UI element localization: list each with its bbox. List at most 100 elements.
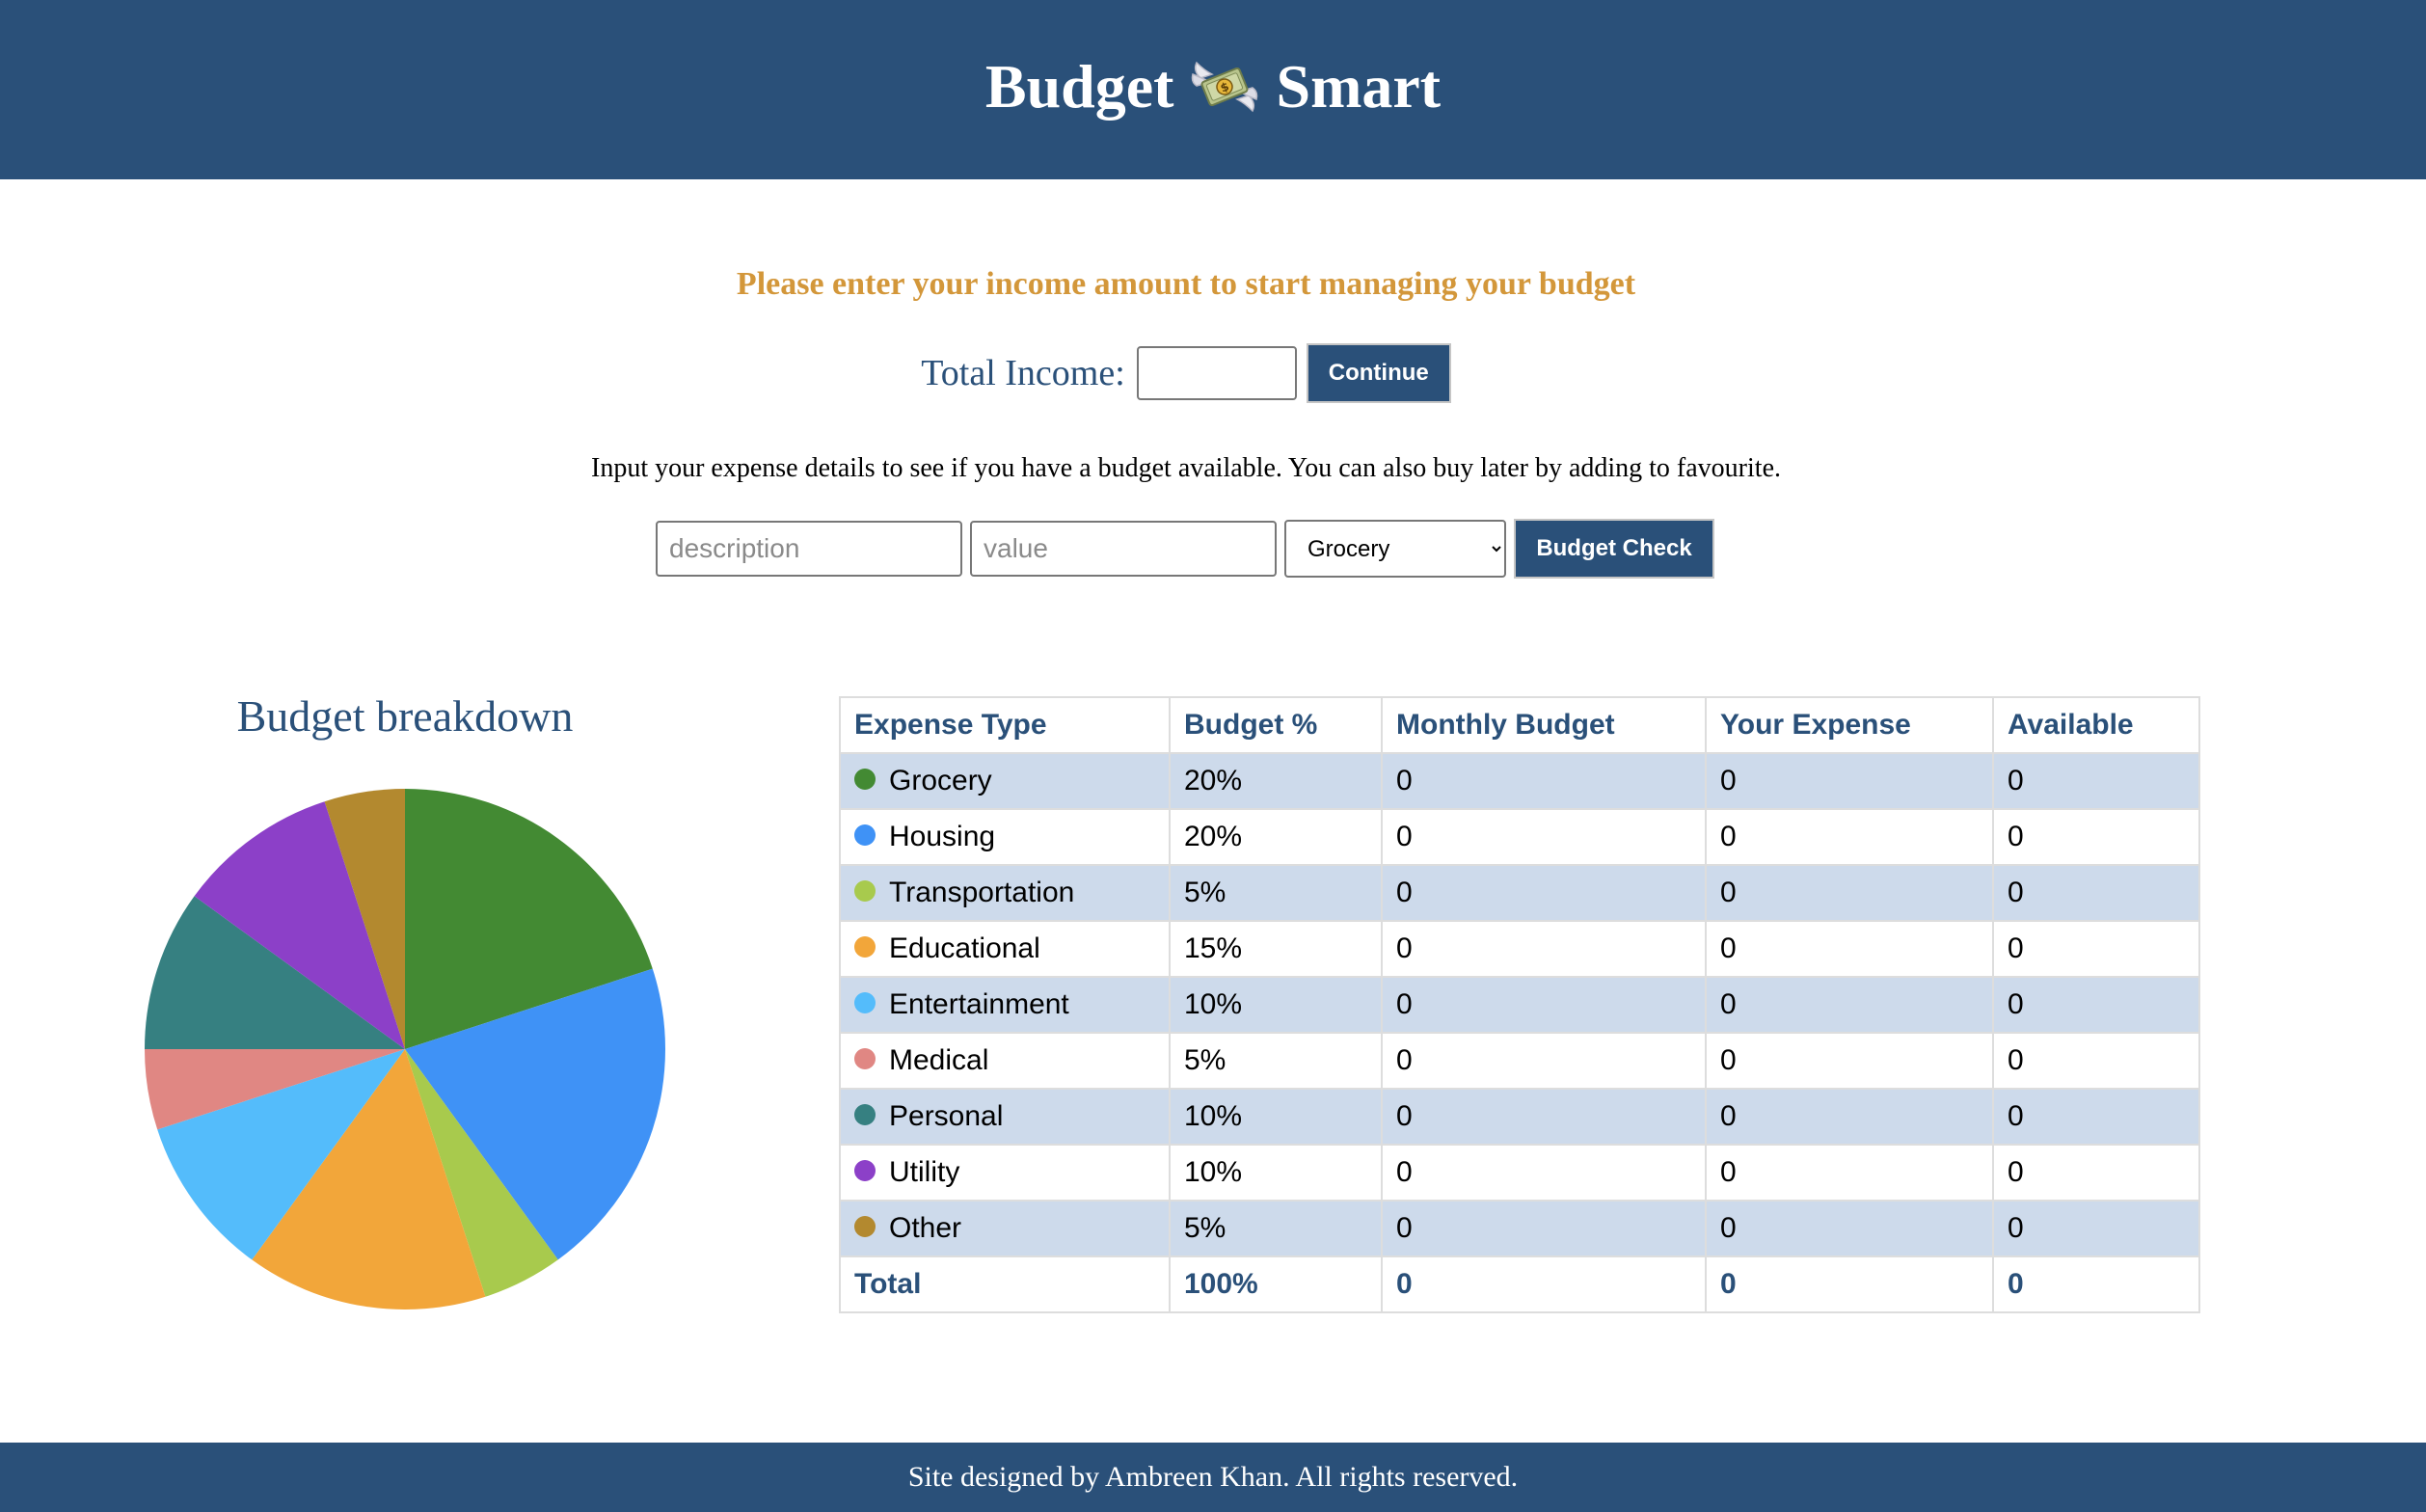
income-input[interactable]	[1136, 346, 1297, 400]
expense-instructions: Input your expense details to see if you…	[591, 453, 1781, 483]
monthly-budget-cell: 0	[1381, 920, 1707, 978]
budget-percent-cell: 15%	[1169, 920, 1383, 978]
category-dot-icon	[854, 936, 876, 958]
table-row: Medical 5% 0 0 0	[839, 1032, 2200, 1090]
table-row: Housing 20% 0 0 0	[839, 808, 2200, 866]
value-input[interactable]	[970, 521, 1277, 577]
income-form: Total Income: Continue	[0, 343, 2372, 403]
expense-type-label: Grocery	[889, 765, 992, 796]
header-available: Available	[1992, 696, 2200, 754]
available-cell: 0	[1992, 920, 2200, 978]
category-dot-icon	[854, 1104, 876, 1126]
your-expense-cell: 0	[1705, 920, 1994, 978]
category-dot-icon	[854, 992, 876, 1014]
monthly-budget-cell: 0	[1381, 1144, 1707, 1202]
expense-type-label: Personal	[889, 1100, 1004, 1132]
category-select[interactable]: Grocery	[1284, 520, 1506, 578]
pie-slice-other	[324, 789, 405, 1049]
pie-slice-utility	[194, 801, 405, 1049]
available-cell: 0	[1992, 864, 2200, 922]
site-footer: Site designed by Ambreen Khan. All right…	[0, 1443, 2426, 1512]
header-your-expense: Your Expense	[1705, 696, 1994, 754]
your-expense-cell: 0	[1705, 752, 1994, 810]
total-expense-cell: 0	[1705, 1256, 1994, 1313]
your-expense-cell: 0	[1705, 976, 1994, 1034]
chart-title: Budget breakdown	[236, 691, 574, 741]
budget-percent-cell: 5%	[1169, 864, 1383, 922]
expense-type-cell: Medical	[839, 1032, 1171, 1090]
table-row: Grocery 20% 0 0 0	[839, 752, 2200, 810]
expense-type-label: Transportation	[889, 877, 1075, 908]
description-input[interactable]	[656, 521, 962, 577]
continue-button[interactable]: Continue	[1306, 343, 1451, 403]
table-row: Entertainment 10% 0 0 0	[839, 976, 2200, 1034]
expense-type-label: Other	[889, 1212, 962, 1244]
site-title-left: Budget	[984, 52, 1174, 121]
total-percent-cell: 100%	[1169, 1256, 1383, 1313]
budget-check-button[interactable]: Budget Check	[1514, 519, 1714, 579]
header-budget-percent: Budget %	[1169, 696, 1383, 754]
budget-percent-cell: 10%	[1169, 1088, 1383, 1146]
your-expense-cell: 0	[1705, 864, 1994, 922]
budget-table: Expense Type Budget % Monthly Budget You…	[839, 696, 2200, 1313]
your-expense-cell: 0	[1705, 1200, 1994, 1257]
your-expense-cell: 0	[1705, 808, 1994, 866]
expense-type-cell: Utility	[839, 1144, 1171, 1202]
category-dot-icon	[854, 1048, 876, 1070]
income-label: Total Income:	[921, 353, 1125, 393]
available-cell: 0	[1992, 1032, 2200, 1090]
monthly-budget-cell: 0	[1381, 1032, 1707, 1090]
pie-slice-medical	[145, 1049, 405, 1130]
table-total-row: Total 100% 0 0 0	[839, 1256, 2200, 1313]
budget-percent-cell: 10%	[1169, 1144, 1383, 1202]
budget-percent-cell: 5%	[1169, 1200, 1383, 1257]
expense-form: Grocery Budget Check	[656, 519, 1714, 579]
expense-type-cell: Entertainment	[839, 976, 1171, 1034]
pie-slice-entertainment	[157, 1049, 406, 1260]
category-dot-icon	[854, 1216, 876, 1238]
monthly-budget-cell: 0	[1381, 752, 1707, 810]
available-cell: 0	[1992, 752, 2200, 810]
available-cell: 0	[1992, 1088, 2200, 1146]
category-dot-icon	[854, 1160, 876, 1182]
pie-slice-grocery	[405, 789, 653, 1049]
monthly-budget-cell: 0	[1381, 976, 1707, 1034]
table-row: Utility 10% 0 0 0	[839, 1144, 2200, 1202]
expense-type-label: Housing	[889, 821, 996, 852]
expense-type-cell: Personal	[839, 1088, 1171, 1146]
expense-type-cell: Grocery	[839, 752, 1171, 810]
monthly-budget-cell: 0	[1381, 1088, 1707, 1146]
site-title: Budget $ Smart	[985, 51, 1441, 122]
table-row: Transportation 5% 0 0 0	[839, 864, 2200, 922]
expense-type-cell: Educational	[839, 920, 1171, 978]
pie-slice-housing	[405, 968, 665, 1260]
category-dot-icon	[854, 769, 876, 791]
monthly-budget-cell: 0	[1381, 864, 1707, 922]
category-dot-icon	[854, 824, 876, 847]
pie-slice-transportation	[405, 1049, 558, 1297]
header-monthly-budget: Monthly Budget	[1381, 696, 1707, 754]
category-dot-icon	[854, 880, 876, 903]
expense-type-cell: Other	[839, 1200, 1171, 1257]
budget-percent-cell: 10%	[1169, 976, 1383, 1034]
site-title-right: Smart	[1276, 52, 1442, 121]
table-row: Personal 10% 0 0 0	[839, 1088, 2200, 1146]
expense-type-label: Entertainment	[889, 988, 1069, 1020]
available-cell: 0	[1992, 808, 2200, 866]
your-expense-cell: 0	[1705, 1144, 1994, 1202]
table-row: Other 5% 0 0 0	[839, 1200, 2200, 1257]
monthly-budget-cell: 0	[1381, 1200, 1707, 1257]
income-prompt: Please enter your income amount to start…	[736, 266, 1636, 302]
budget-pie-chart	[145, 789, 665, 1310]
expense-type-label: Medical	[889, 1044, 989, 1076]
available-cell: 0	[1992, 1144, 2200, 1202]
pie-slice-personal	[145, 896, 405, 1049]
header-expense-type: Expense Type	[839, 696, 1171, 754]
pie-slice-educational	[252, 1049, 486, 1310]
total-available-cell: 0	[1992, 1256, 2200, 1313]
your-expense-cell: 0	[1705, 1032, 1994, 1090]
available-cell: 0	[1992, 1200, 2200, 1257]
expense-type-label: Educational	[889, 932, 1040, 964]
budget-percent-cell: 20%	[1169, 752, 1383, 810]
table-row: Educational 15% 0 0 0	[839, 920, 2200, 978]
